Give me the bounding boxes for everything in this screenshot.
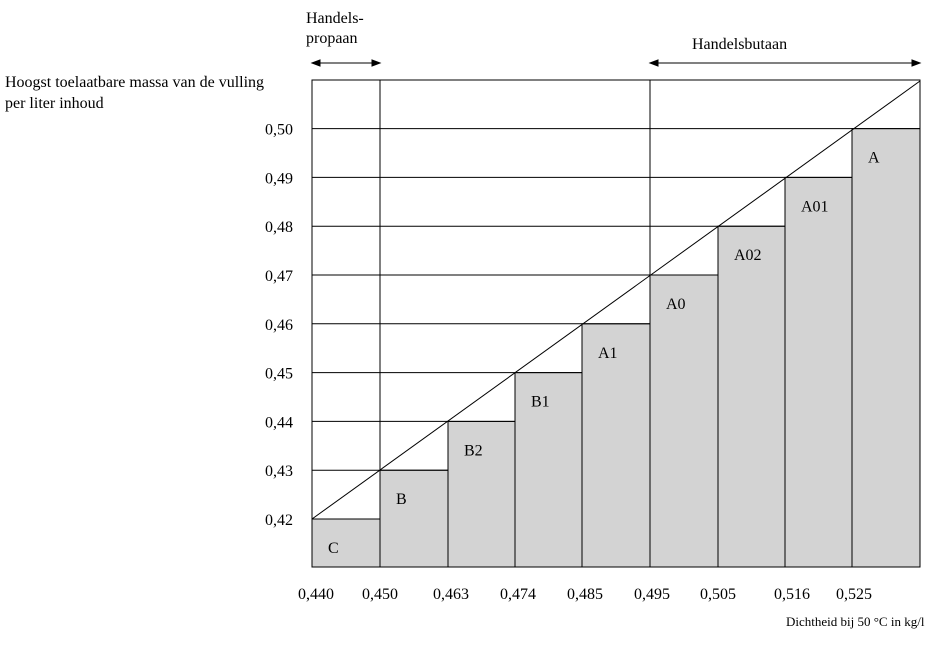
x-tick-label: 0,505 <box>700 586 736 603</box>
x-tick-labels: 0,440 0,450 0,463 0,474 0,485 0,495 0,505 0,516… <box>298 586 872 603</box>
bar-label-B1: B1 <box>531 394 550 411</box>
bar-label-C: C <box>328 540 339 557</box>
bar-label-B2: B2 <box>464 442 483 459</box>
x-tick-label: 0,450 <box>362 586 398 603</box>
bars <box>311 128 921 568</box>
y-tick-label: 0,45 <box>265 366 293 383</box>
bar-label-A1: A1 <box>598 345 618 362</box>
propaan-label-line1: Handels- <box>306 10 364 27</box>
bar-label-B: B <box>396 491 407 508</box>
bar-A0 <box>649 274 719 568</box>
x-tick-label: 0,474 <box>500 586 536 603</box>
x-tick-label: 0,525 <box>836 586 872 603</box>
y-tick-label: 0,48 <box>265 219 293 236</box>
propaan-label-line2: propaan <box>306 30 358 47</box>
y-tick-label: 0,44 <box>265 414 293 431</box>
bar-A <box>851 128 921 568</box>
y-tick-label: 0,50 <box>265 122 293 139</box>
propaan-range-label: Handels- propaan <box>306 9 364 49</box>
propaan-range-arrow <box>310 59 382 67</box>
diagonal-line <box>311 80 921 520</box>
x-tick-label: 0,463 <box>433 586 469 603</box>
x-tick-label: 0,516 <box>774 586 810 603</box>
bar-A1 <box>581 323 651 568</box>
bar-label-A02: A02 <box>734 247 762 264</box>
x-tick-label: 0,495 <box>634 586 670 603</box>
butaan-range-arrow <box>648 59 922 67</box>
y-tick-label: 0,47 <box>265 268 293 285</box>
y-axis-label: Hoogst toelaatbare massa van de vulling … <box>5 74 265 112</box>
bar-B <box>379 469 449 568</box>
y-tick-label: 0,49 <box>265 170 293 187</box>
bar-label-A: A <box>868 150 880 167</box>
bar-label-A01: A01 <box>801 198 829 215</box>
plot-frame <box>311 79 921 568</box>
y-tick-labels: 0,42 0,43 0,44 0,45 0,46 0,47 0,48 0,49 0,50 <box>265 122 293 529</box>
bar-C <box>311 518 381 568</box>
x-tick-label: 0,485 <box>567 586 603 603</box>
x-axis-label: Dichtheid bij 50 °C in kg/l <box>786 614 925 629</box>
bar-labels: C B B2 B1 A1 A0 A02 A01 A <box>328 150 880 557</box>
bar-A01 <box>784 176 853 568</box>
y-tick-label: 0,42 <box>265 512 293 529</box>
y-tick-label: 0,43 <box>265 463 293 480</box>
bar-label-A0: A0 <box>666 296 686 313</box>
y-tick-label: 0,46 <box>265 317 293 334</box>
bar-B1 <box>514 372 583 568</box>
butaan-range-label: Handelsbutaan <box>692 36 788 53</box>
x-tick-label: 0,440 <box>298 586 334 603</box>
bar-A02 <box>717 225 786 568</box>
